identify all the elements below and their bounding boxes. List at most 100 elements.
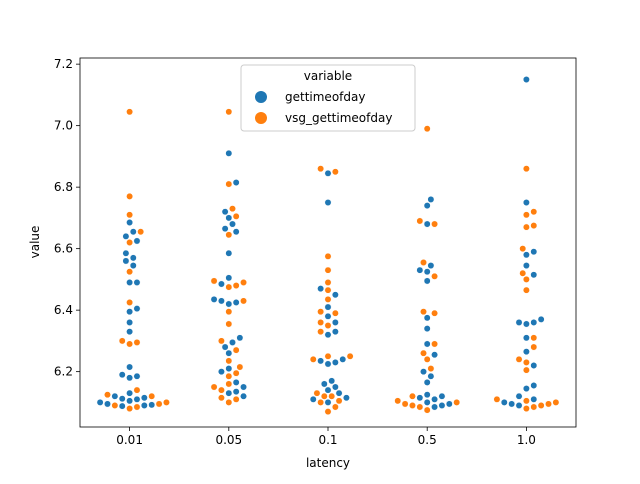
point-gettimeofday <box>126 397 134 405</box>
point-vsg-gettimeofday <box>409 402 416 409</box>
point-vsg-gettimeofday <box>401 400 409 408</box>
point-vsg-gettimeofday <box>217 337 225 345</box>
y-tick-label: 6.8 <box>54 180 73 194</box>
point-vsg-gettimeofday <box>126 211 134 219</box>
point-gettimeofday <box>129 228 137 236</box>
point-gettimeofday <box>339 355 347 363</box>
point-gettimeofday <box>423 325 431 333</box>
point-gettimeofday <box>431 403 439 411</box>
point-gettimeofday <box>522 262 530 270</box>
point-vsg-gettimeofday <box>423 125 431 133</box>
point-gettimeofday <box>229 220 236 228</box>
point-vsg-gettimeofday <box>493 395 501 403</box>
point-vsg-gettimeofday <box>232 369 240 377</box>
point-vsg-gettimeofday <box>431 272 439 280</box>
point-vsg-gettimeofday <box>104 391 111 399</box>
point-vsg-gettimeofday <box>324 322 332 329</box>
point-gettimeofday <box>522 76 530 83</box>
point-gettimeofday <box>317 285 325 293</box>
point-vsg-gettimeofday <box>416 403 424 411</box>
point-gettimeofday <box>522 199 530 206</box>
point-vsg-gettimeofday <box>137 228 145 236</box>
point-gettimeofday <box>225 389 233 397</box>
point-vsg-gettimeofday <box>324 408 332 416</box>
point-vsg-gettimeofday <box>409 392 416 400</box>
point-gettimeofday <box>324 398 332 406</box>
point-vsg-gettimeofday <box>522 286 530 294</box>
point-gettimeofday <box>423 391 431 399</box>
point-vsg-gettimeofday <box>530 208 538 216</box>
point-gettimeofday <box>500 398 508 406</box>
point-vsg-gettimeofday <box>522 211 530 219</box>
x-tick-label: 0.1 <box>318 433 337 447</box>
point-gettimeofday <box>530 382 538 389</box>
y-tick-label: 6.4 <box>54 303 73 317</box>
point-gettimeofday <box>225 149 233 157</box>
point-gettimeofday <box>342 394 350 402</box>
point-gettimeofday <box>317 357 325 365</box>
point-vsg-gettimeofday <box>210 277 218 285</box>
point-gettimeofday <box>530 271 538 279</box>
point-gettimeofday <box>133 372 141 380</box>
point-gettimeofday <box>445 400 453 408</box>
point-gettimeofday <box>416 394 424 402</box>
point-gettimeofday <box>225 274 233 282</box>
point-gettimeofday <box>508 400 516 408</box>
point-gettimeofday <box>122 232 130 240</box>
point-vsg-gettimeofday <box>522 165 530 173</box>
point-gettimeofday <box>423 277 431 285</box>
point-gettimeofday <box>537 315 545 323</box>
point-gettimeofday <box>423 268 431 276</box>
point-gettimeofday <box>225 349 233 357</box>
point-gettimeofday <box>335 389 343 397</box>
point-gettimeofday <box>217 368 225 376</box>
point-vsg-gettimeofday <box>420 308 427 316</box>
point-gettimeofday <box>427 196 435 203</box>
point-gettimeofday <box>129 254 137 262</box>
x-axis-label: latency <box>306 456 350 470</box>
point-vsg-gettimeofday <box>331 168 339 176</box>
point-gettimeofday <box>420 368 427 376</box>
point-gettimeofday <box>240 383 247 391</box>
point-gettimeofday <box>225 214 233 222</box>
point-gettimeofday <box>423 202 431 210</box>
point-gettimeofday <box>522 320 530 328</box>
point-vsg-gettimeofday <box>537 402 545 409</box>
point-vsg-gettimeofday <box>519 245 527 253</box>
point-gettimeofday <box>210 295 218 303</box>
point-vsg-gettimeofday <box>324 295 332 303</box>
point-gettimeofday <box>140 402 148 409</box>
point-gettimeofday <box>331 358 339 366</box>
point-vsg-gettimeofday <box>118 337 126 345</box>
point-gettimeofday <box>126 219 134 226</box>
point-gettimeofday <box>522 251 530 259</box>
point-vsg-gettimeofday <box>522 275 530 283</box>
point-gettimeofday <box>225 365 233 373</box>
point-gettimeofday <box>331 328 339 336</box>
point-vsg-gettimeofday <box>420 259 427 266</box>
point-vsg-gettimeofday <box>331 403 339 411</box>
point-gettimeofday <box>530 248 538 256</box>
point-gettimeofday <box>438 392 446 400</box>
point-vsg-gettimeofday <box>420 349 427 357</box>
point-gettimeofday <box>522 385 530 393</box>
legend: variable gettimeofday vsg_gettimeofday <box>240 64 416 132</box>
point-vsg-gettimeofday <box>522 358 530 366</box>
point-gettimeofday <box>423 378 431 386</box>
point-gettimeofday <box>126 363 134 371</box>
point-gettimeofday <box>96 398 104 406</box>
point-gettimeofday <box>324 360 332 368</box>
point-vsg-gettimeofday <box>522 405 530 412</box>
point-vsg-gettimeofday <box>423 406 431 414</box>
point-gettimeofday <box>232 378 240 386</box>
point-vsg-gettimeofday <box>111 402 119 409</box>
x-axis: 0.01 0.05 0.1 0.5 1.0 <box>116 427 536 447</box>
point-vsg-gettimeofday <box>320 392 328 400</box>
y-axis: 6.2 6.4 6.6 6.8 7.0 7.2 <box>54 57 80 379</box>
point-gettimeofday <box>232 299 240 306</box>
point-gettimeofday <box>515 402 523 409</box>
legend-label-gettimeofday: gettimeofday <box>285 90 365 104</box>
point-gettimeofday <box>133 305 141 313</box>
point-vsg-gettimeofday <box>126 239 134 246</box>
